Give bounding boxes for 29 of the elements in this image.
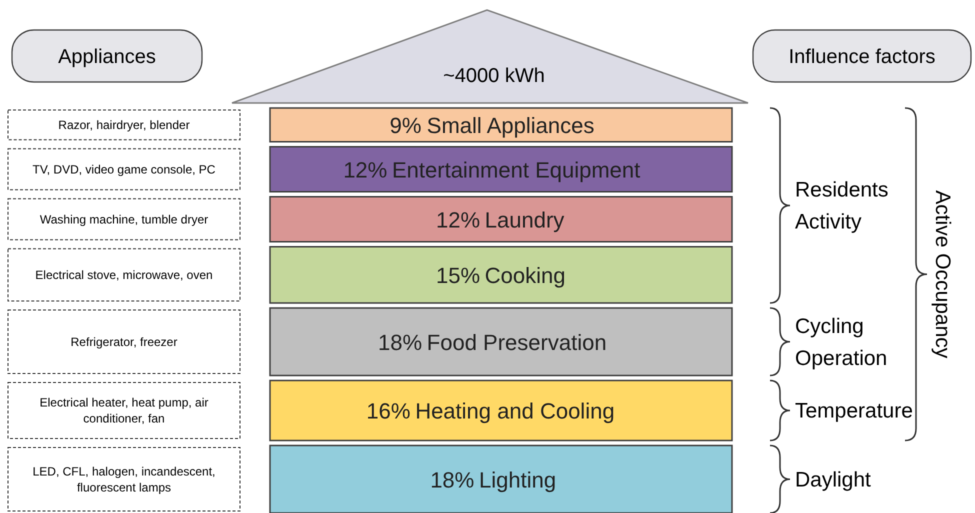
text: Temperature <box>795 400 913 422</box>
category-label: Lighting <box>479 467 556 492</box>
text: LED, CFL, halogen, incandescent, fluorescent lamps <box>32 464 216 494</box>
text: Influence factors <box>788 46 936 68</box>
data-label: 18% <box>430 467 474 492</box>
text: Razor, hairdryer, blender <box>58 118 190 132</box>
data-label: 15% <box>436 262 480 288</box>
data-label: 12% <box>343 157 388 182</box>
category-label: Entertainment Equipment <box>392 157 640 182</box>
text: Residents Activity <box>795 178 888 234</box>
text: Washing machine, tumble dryer <box>40 212 208 226</box>
data-label: 18% <box>378 330 422 355</box>
text: Cycling Operation <box>795 314 888 370</box>
data-label: 12% <box>436 207 480 232</box>
category-label: Heating and Cooling <box>415 398 615 424</box>
category-label: Laundry <box>484 207 564 232</box>
text: ~4000 kWh <box>443 65 545 87</box>
text: TV, DVD, video game console, PC <box>32 162 216 176</box>
text: Electrical heater, heat pump, air conditioner, fan <box>40 396 208 426</box>
text: Active Occupancy <box>931 190 954 359</box>
data-label: 9% <box>390 112 422 138</box>
text: Daylight <box>795 468 872 492</box>
text: Electrical stove, microwave, oven <box>35 268 213 282</box>
data-label: 16% <box>366 398 410 424</box>
text: Appliances <box>58 46 156 68</box>
category-label: Small Appliances <box>426 112 594 138</box>
category-label: Cooking <box>484 262 566 288</box>
category-label: Food Preservation <box>426 330 607 355</box>
text: Refrigerator, freezer <box>70 334 178 349</box>
